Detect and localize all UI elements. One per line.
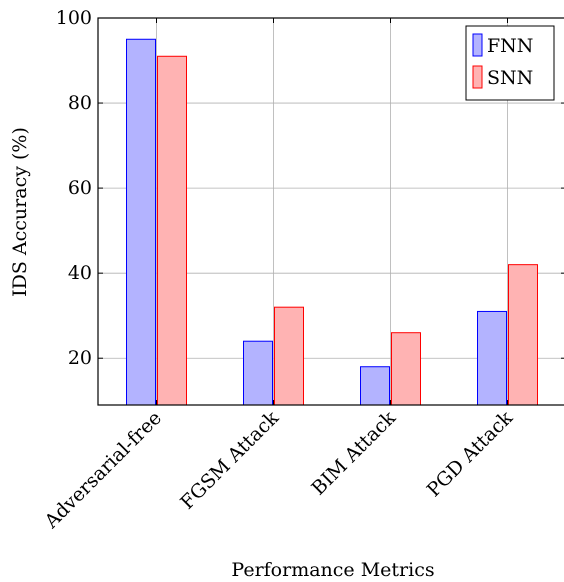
bars-group	[126, 38, 538, 406]
y-tick-label: 100	[56, 7, 92, 29]
legend-label-snn: SNN	[487, 67, 533, 89]
bar-fnn-3	[477, 310, 507, 406]
bar-snn-1	[274, 306, 304, 406]
plot-frame	[97, 17, 564, 406]
legend: FNN SNN	[465, 25, 555, 101]
legend-label-fnn: FNN	[487, 35, 533, 57]
y-tick-label: 80	[68, 92, 92, 114]
x-tick-label: PGD Attack	[423, 407, 518, 502]
bar-snn-2	[391, 332, 421, 406]
x-tick-label: BIM Attack	[307, 407, 400, 500]
bar-fnn-1	[243, 340, 273, 406]
y-tick-label: 60	[68, 177, 92, 199]
x-axis-ticks: Adversarial-free FGSM Attack BIM Attack PGD…	[40, 18, 518, 533]
bar-snn-0	[157, 55, 187, 406]
bar-fnn-0	[126, 38, 156, 406]
legend-swatch-fnn	[472, 33, 483, 57]
x-axis-label: Performance Metrics	[231, 559, 434, 581]
y-axis-label: IDS Accuracy (%)	[9, 127, 31, 297]
bar-fnn-2	[360, 366, 390, 406]
y-axis-ticks: 20 40 60 80 100	[56, 7, 564, 369]
bar-snn-3	[508, 264, 538, 406]
y-tick-label: 20	[68, 347, 92, 369]
x-tick-label: Adversarial-free	[40, 407, 166, 533]
y-tick-label: 40	[68, 262, 92, 284]
x-tick-label: FGSM Attack	[176, 407, 283, 514]
legend-swatch-snn	[472, 65, 483, 89]
